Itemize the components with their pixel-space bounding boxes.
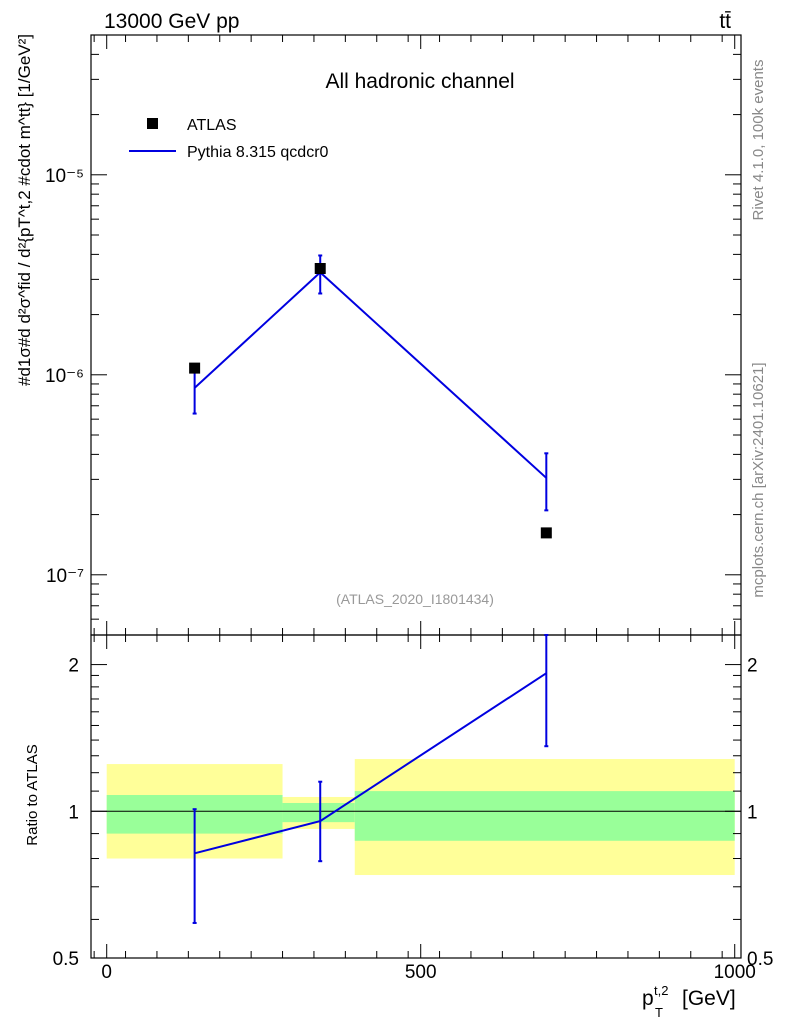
atlas-data-point xyxy=(540,527,552,539)
x-label-unit: [GeV] xyxy=(682,987,736,1010)
y-tick-label-main: 10⁻⁵ xyxy=(45,166,84,187)
legend-data-label: ATLAS xyxy=(187,117,237,134)
rivet-label: Rivet 4.1.0, 100k events xyxy=(750,60,767,221)
x-tick-label: 500 xyxy=(405,962,437,983)
ratio-tick-label-right: 0.5 xyxy=(747,949,773,970)
ratio-band-inner xyxy=(354,791,735,841)
ratio-tick-label-right: 1 xyxy=(747,802,758,823)
y-tick-label-main: 10⁻⁷ xyxy=(46,566,84,587)
ratio-tick-label-left: 2 xyxy=(68,656,79,677)
energy-label: 13000 GeV pp xyxy=(104,10,239,33)
ratio-series-layer xyxy=(192,634,549,924)
x-label-sub: T xyxy=(655,1005,663,1020)
legend-mc-label: Pythia 8.315 qcdcr0 xyxy=(187,144,329,161)
ratio-tick-label-right: 2 xyxy=(747,656,758,677)
process-label: tt̄ xyxy=(719,10,731,33)
y-tick-label-main: 10⁻⁶ xyxy=(45,366,84,387)
ratio-tick-label-left: 1 xyxy=(68,802,79,823)
source-label: mcplots.cern.ch [arXiv:2401.10621] xyxy=(750,362,767,597)
analysis-label: (ATLAS_2020_I1801434) xyxy=(336,591,494,607)
atlas-data-point xyxy=(189,362,201,374)
atlas-data-point xyxy=(314,262,326,274)
axis-ticks: 0 500 1000 10⁻⁷ 10⁻⁶ 10⁻⁵ 0.5 0.5 1 1 2 2 xyxy=(45,34,773,983)
ratio-band-inner xyxy=(282,802,355,823)
ratio-ylabel: Ratio to ATLAS xyxy=(24,744,41,845)
x-tick-label: 1000 xyxy=(714,962,756,983)
x-label-main: p xyxy=(642,987,654,1010)
main-ylabel: #d1σ#d d²σ^fid / d²{pT^t,2 #cdot m^tt} [… xyxy=(15,34,34,386)
legend-data-marker xyxy=(147,118,158,129)
x-axis-label: p t,2 T [GeV] xyxy=(642,983,736,1020)
x-tick-label: 0 xyxy=(101,962,112,983)
ratio-bands xyxy=(106,759,735,876)
mc-line xyxy=(193,271,547,479)
main-series-layer xyxy=(189,254,552,539)
chart-title: All hadronic channel xyxy=(325,70,514,93)
x-label-sup: t,2 xyxy=(654,983,668,998)
ratio-frame xyxy=(90,634,742,959)
ratio-tick-label-left: 0.5 xyxy=(53,949,79,970)
